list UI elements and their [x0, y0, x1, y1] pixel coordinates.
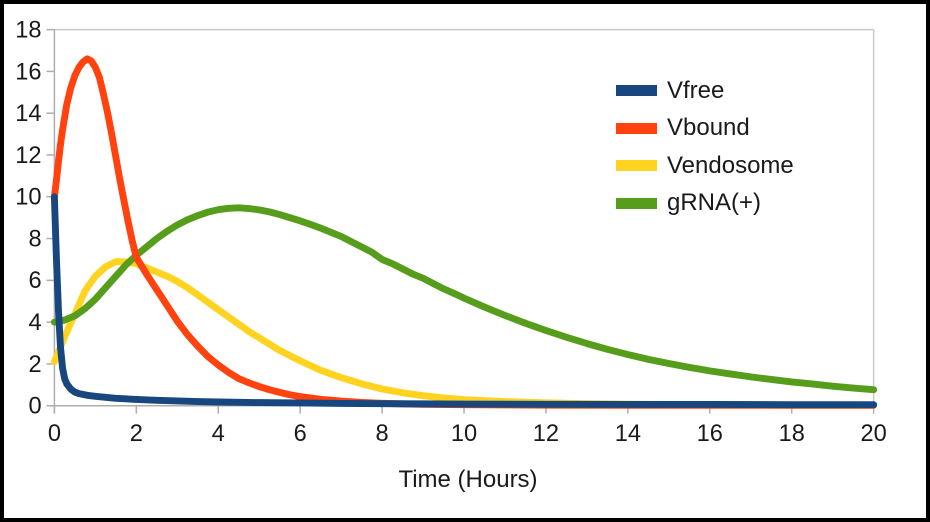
y-tick-label-6: 6 — [28, 268, 41, 294]
x-tick-label-20: 20 — [860, 421, 886, 447]
x-tick-label-8: 8 — [376, 421, 389, 447]
legend-label: Vbound — [667, 114, 750, 142]
legend-item-vfree: Vfree — [616, 72, 794, 110]
y-tick-label-0: 0 — [28, 394, 41, 420]
x-axis-title: Time (Hours) — [398, 466, 538, 493]
legend-label: gRNA(+) — [667, 189, 762, 217]
legend-item-vbound: Vbound — [616, 110, 794, 148]
legend: Vfree Vbound Vendosome gRNA(+) — [616, 72, 794, 222]
y-tick-label-4: 4 — [28, 310, 41, 336]
legend-item-grna: gRNA(+) — [616, 185, 794, 223]
x-tick-label-14: 14 — [615, 421, 641, 447]
x-tick-label-6: 6 — [294, 421, 307, 447]
legend-swatch — [616, 122, 657, 134]
legend-label: Vfree — [667, 76, 725, 104]
y-tick-label-8: 8 — [28, 226, 41, 252]
plot-area: 0 2 4 6 8 10 12 14 16 18 0 2 4 6 8 10 12 14 16 18 20 — [15, 17, 886, 447]
y-tick-label-18: 18 — [15, 17, 41, 43]
legend-swatch — [616, 85, 657, 97]
legend-item-vendosome: Vendosome — [616, 147, 794, 185]
legend-swatch — [616, 197, 657, 209]
x-tick-label-12: 12 — [533, 421, 559, 447]
series-line-grna — [50, 204, 878, 394]
series-line-vfree — [50, 193, 878, 409]
x-tick-label-2: 2 — [130, 421, 143, 447]
x-tick-label-0: 0 — [48, 421, 61, 447]
y-tick-label-16: 16 — [15, 59, 41, 85]
legend-swatch — [616, 160, 657, 172]
series-line-vendosome — [50, 258, 878, 409]
x-tick-label-18: 18 — [779, 421, 805, 447]
x-tick-label-16: 16 — [697, 421, 723, 447]
y-tick-label-2: 2 — [28, 352, 41, 378]
y-tick-label-14: 14 — [15, 101, 41, 127]
y-tick-label-10: 10 — [15, 185, 41, 211]
x-tick-label-4: 4 — [212, 421, 225, 447]
y-tick-label-12: 12 — [15, 143, 41, 169]
x-tick-label-10: 10 — [451, 421, 477, 447]
legend-label: Vendosome — [667, 151, 794, 179]
